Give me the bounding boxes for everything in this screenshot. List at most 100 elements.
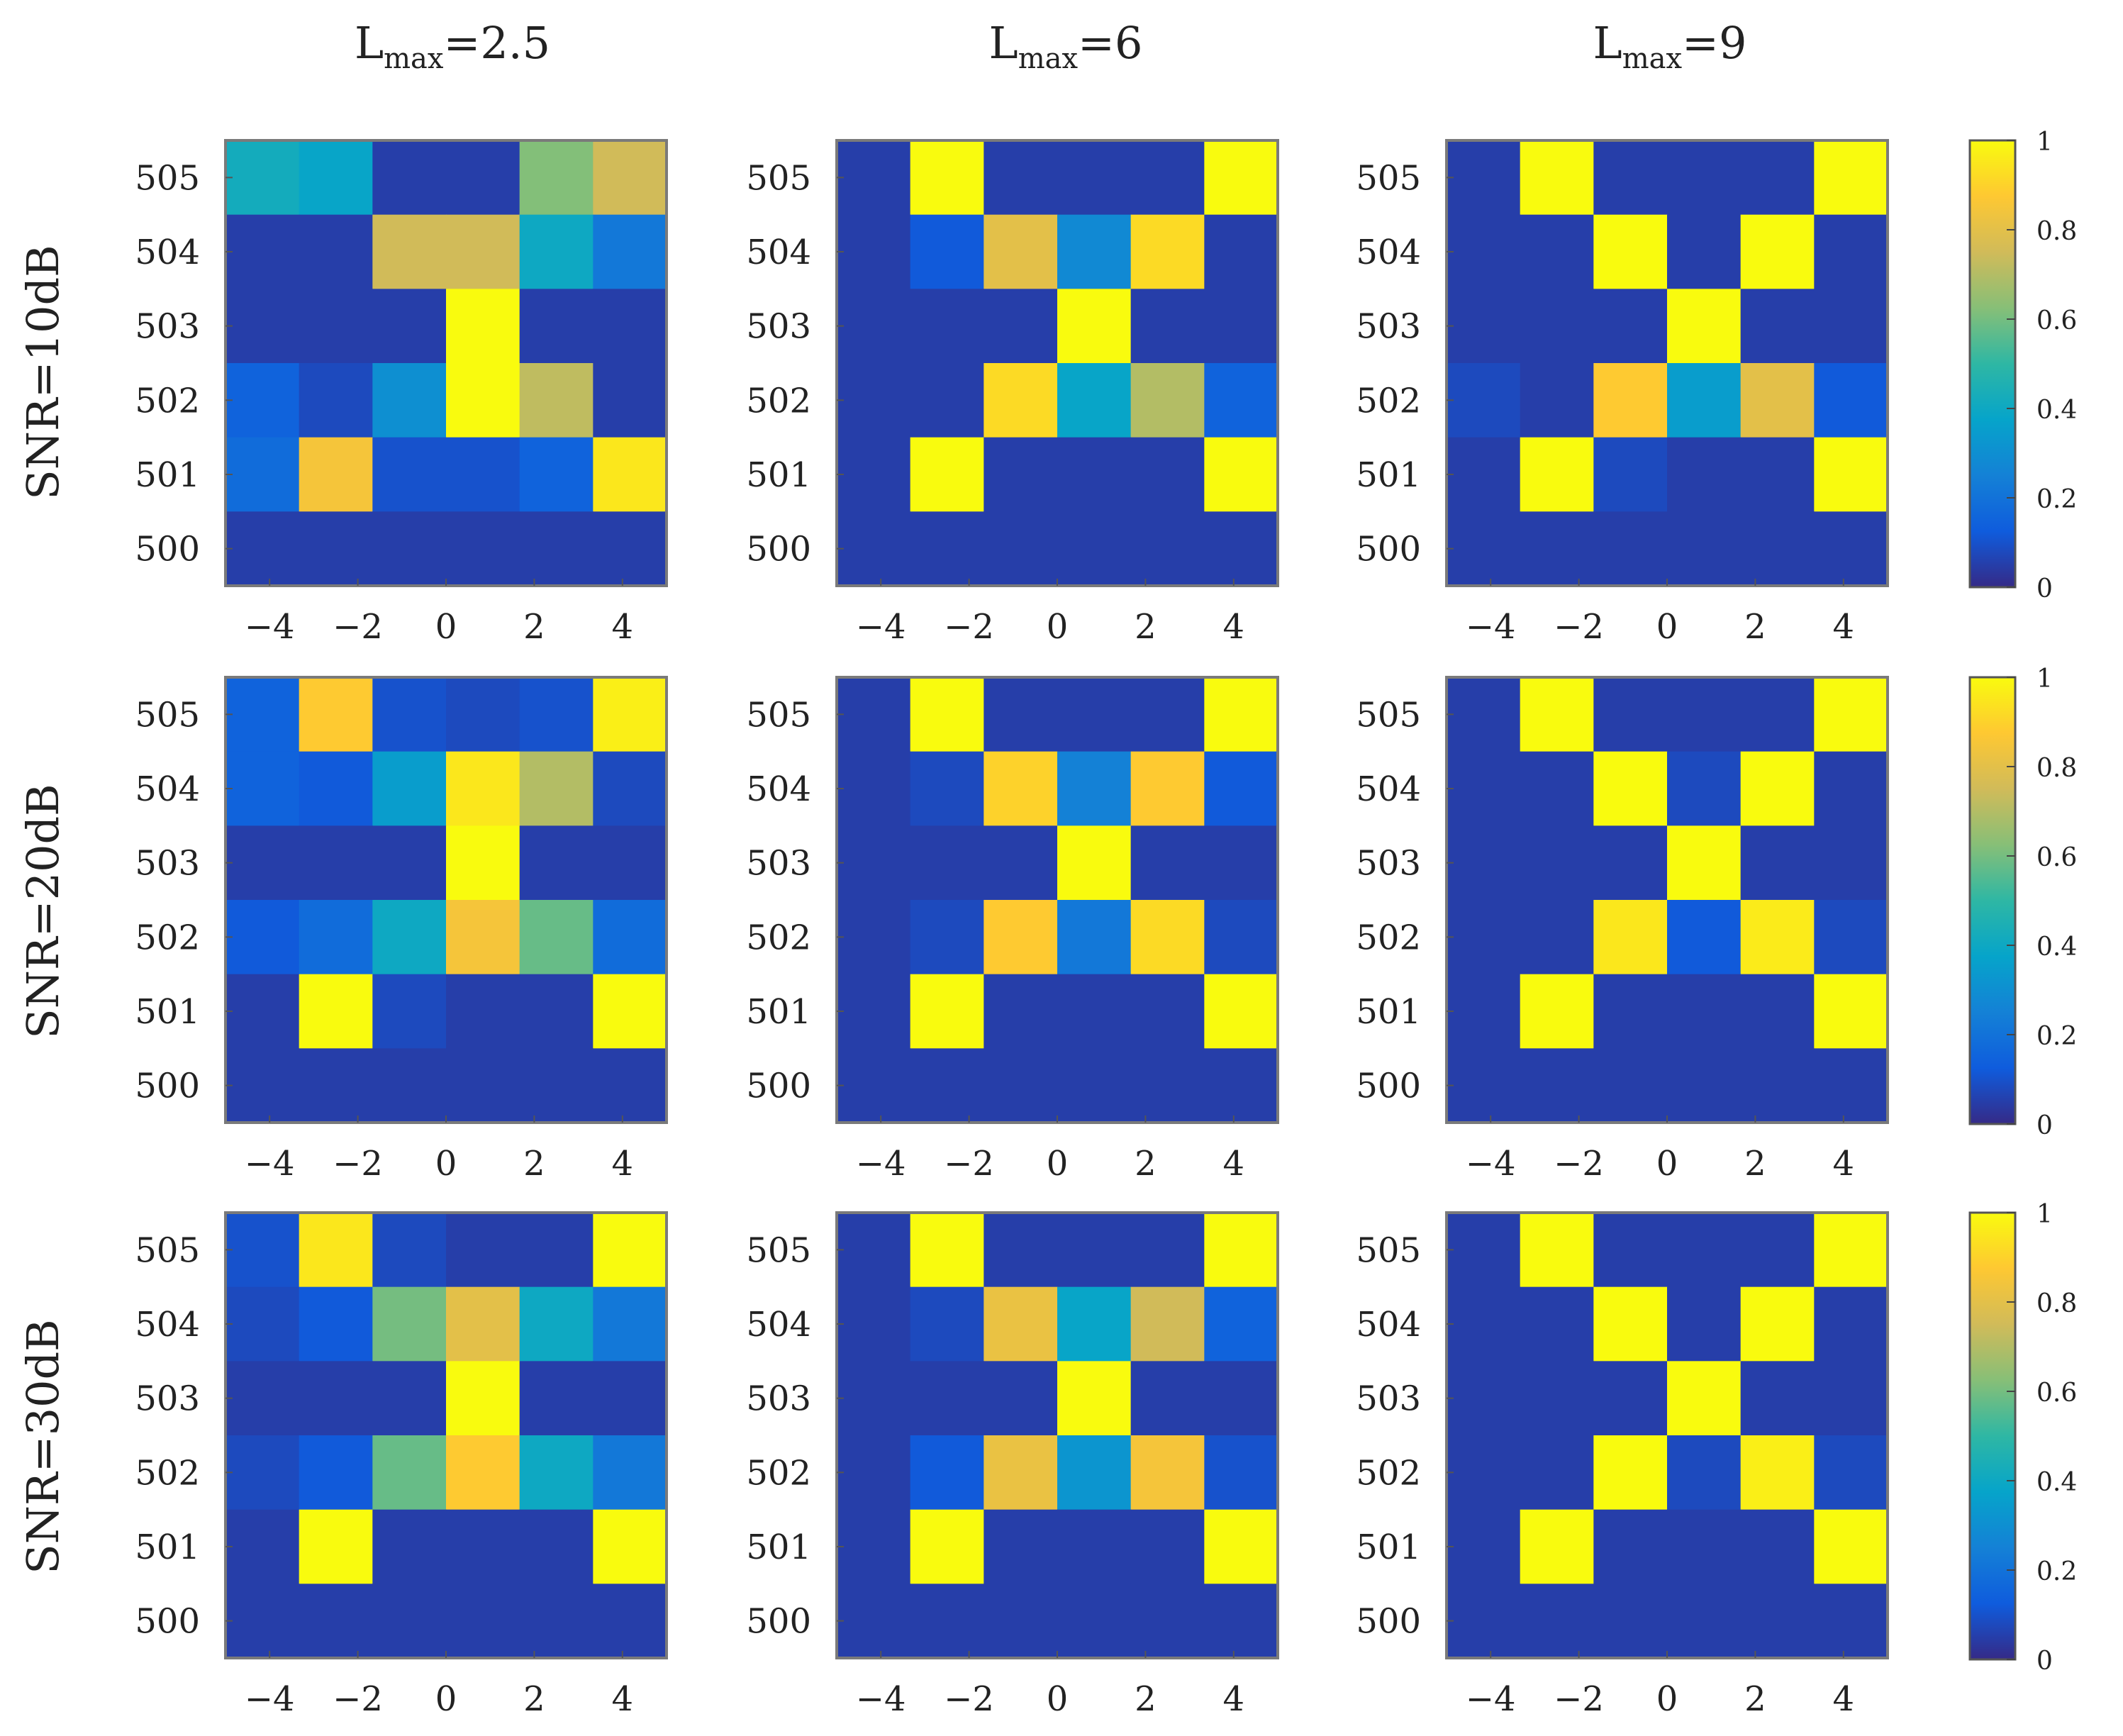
colorbar-gradient <box>1968 676 2017 1125</box>
heatmap-cell <box>519 900 594 975</box>
x-tick-label: −2 <box>1554 1679 1604 1719</box>
y-tick-label: 500 <box>746 1067 811 1106</box>
heatmap-cell <box>1593 437 1668 512</box>
heatmap-cell <box>1814 751 1888 826</box>
row-title-2: SNR=20dB <box>17 784 69 1039</box>
heatmap-cell <box>1057 1435 1132 1510</box>
heatmap-panel-r3-c1: 505 504 503 502 501 500 −4 −2 0 2 4 <box>135 1211 668 1719</box>
heatmap-cell <box>1667 974 1742 1049</box>
heatmap-cell <box>1130 677 1205 752</box>
heatmap-cell <box>1204 1213 1278 1288</box>
heatmap-cell <box>1520 1435 1594 1510</box>
heatmap-cell <box>1740 1584 1815 1659</box>
heatmap-cell <box>1130 900 1205 975</box>
heatmap-cell <box>1204 1361 1278 1436</box>
heatmap-cell <box>519 825 594 901</box>
colorbar-tick-label: 0.4 <box>2036 396 2077 425</box>
y-tick-label: 500 <box>135 530 200 569</box>
heatmap-cell <box>837 511 911 586</box>
heatmap-cell <box>299 900 373 975</box>
heatmap-cell <box>593 677 667 752</box>
heatmap-cell <box>372 511 447 586</box>
heatmap-cell <box>1520 1286 1594 1362</box>
x-tick-label: 2 <box>523 607 545 647</box>
heatmap-cell <box>446 900 520 975</box>
y-tick-label: 503 <box>135 1379 200 1419</box>
heatmap-panel-r1-c3: 505 504 503 502 501 500 −4 −2 0 2 4 <box>1356 139 1889 647</box>
heatmap-cell <box>372 677 447 752</box>
heatmap-cell <box>1667 511 1742 586</box>
heatmap-cell <box>1130 140 1205 216</box>
heatmap-cell <box>1667 1584 1742 1659</box>
heatmap-panel-r1-c2: 505 504 503 502 501 500 −4 −2 0 2 4 <box>746 139 1279 647</box>
heatmap-cell <box>1447 1509 1521 1584</box>
heatmap-cell <box>1740 214 1815 289</box>
heatmap-cell <box>1447 751 1521 826</box>
heatmap-cell <box>837 363 911 438</box>
heatmap-cell <box>837 1048 911 1123</box>
y-tick-label: 502 <box>1356 918 1421 957</box>
y-tick-label: 502 <box>1356 1453 1421 1493</box>
heatmap-cell <box>1520 1213 1594 1288</box>
heatmap-cell <box>1057 900 1132 975</box>
x-tick-label: 0 <box>435 1144 457 1184</box>
heatmap-cell <box>1204 825 1278 901</box>
heatmap-cell <box>225 1435 300 1510</box>
heatmap-cell <box>1130 825 1205 901</box>
heatmap-cell <box>372 289 447 364</box>
heatmap-cell <box>519 1048 594 1123</box>
heatmap-cell <box>1667 1213 1742 1288</box>
heatmap-cell <box>446 1213 520 1288</box>
y-tick-label: 503 <box>135 307 200 347</box>
heatmap-cell <box>1130 1584 1205 1659</box>
heatmap-cell <box>984 214 1058 289</box>
heatmap-cell <box>372 1361 447 1436</box>
heatmap-cell <box>837 437 911 512</box>
x-tick-label: −2 <box>333 607 383 647</box>
heatmap-cell <box>910 1435 984 1510</box>
heatmap-cell <box>1130 1048 1205 1123</box>
heatmap-cell <box>1740 363 1815 438</box>
heatmap-cell <box>1667 1048 1742 1123</box>
heatmap-cell <box>519 1361 594 1436</box>
heatmap-cell <box>1814 511 1888 586</box>
x-tick-label: 0 <box>1656 1679 1678 1719</box>
heatmap-cell <box>519 214 594 289</box>
x-tick-label: −2 <box>333 1679 383 1719</box>
heatmap-cell <box>1593 1048 1668 1123</box>
heatmap-cell <box>1447 363 1521 438</box>
heatmap-cell <box>1814 825 1888 901</box>
heatmap-cell <box>910 289 984 364</box>
heatmap-cell <box>1667 1509 1742 1584</box>
colorbar-tick-label: 0.4 <box>2036 1468 2077 1497</box>
heatmap-cell <box>1204 363 1278 438</box>
y-tick-label: 502 <box>746 381 811 421</box>
x-tick-label: 0 <box>1047 607 1069 647</box>
x-tick-label: 4 <box>1223 607 1245 647</box>
heatmap-cell <box>1667 1361 1742 1436</box>
heatmap-cell <box>1204 437 1278 512</box>
heatmap-cell <box>593 1584 667 1659</box>
heatmap-cell <box>1057 289 1132 364</box>
y-tick-label: 505 <box>746 695 811 735</box>
y-tick-label: 504 <box>1356 233 1421 272</box>
heatmap-cell <box>1740 825 1815 901</box>
heatmap-cell <box>984 1361 1058 1436</box>
y-tick-label: 500 <box>746 530 811 569</box>
heatmap-cell <box>1520 511 1594 586</box>
heatmap-cell <box>1593 825 1668 901</box>
y-tick-label: 502 <box>746 918 811 957</box>
y-tick-label: 500 <box>1356 1602 1421 1642</box>
y-tick-label: 505 <box>746 158 811 198</box>
heatmap-cell <box>1593 214 1668 289</box>
heatmap-cell <box>1204 677 1278 752</box>
heatmap-cell <box>1057 751 1132 826</box>
heatmap-cell <box>446 363 520 438</box>
x-tick-label: 4 <box>612 607 634 647</box>
x-tick-label: 0 <box>435 607 457 647</box>
y-tick-label: 501 <box>746 1528 811 1567</box>
heatmap-cell <box>519 1584 594 1659</box>
y-tick-label: 505 <box>1356 695 1421 735</box>
heatmap-cell <box>1740 900 1815 975</box>
y-tick-label: 501 <box>746 992 811 1032</box>
